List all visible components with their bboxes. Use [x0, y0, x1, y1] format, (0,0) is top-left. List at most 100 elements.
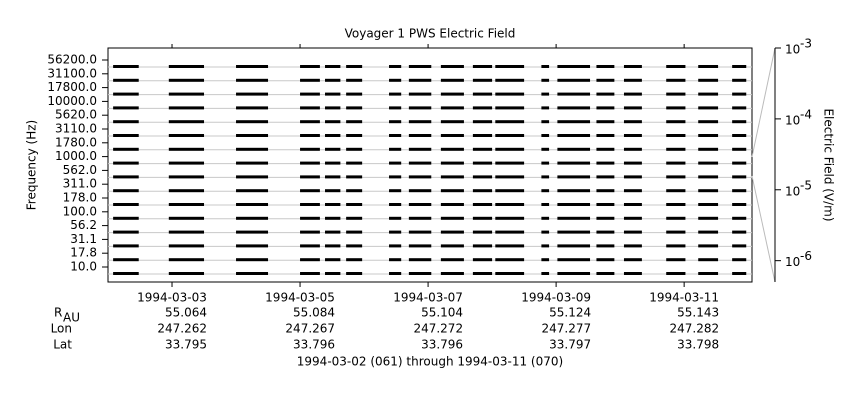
channel-trace [732, 216, 747, 220]
channel-trace [236, 189, 269, 193]
channel-trace [495, 106, 525, 110]
channel-trace [168, 189, 205, 193]
channel-trace [666, 272, 686, 275]
channel-label: 311.0 [63, 177, 97, 191]
channel-trace [495, 161, 525, 165]
channel-trace [113, 161, 139, 165]
ephemeris-label: Lon [51, 322, 72, 336]
channel-trace [325, 65, 341, 68]
channel-label: 10.0 [70, 260, 97, 274]
channel-trace [168, 258, 205, 262]
channel-label: 562.0 [63, 163, 97, 177]
channel-trace [541, 120, 550, 124]
channel-trace [623, 92, 642, 96]
channel-trace [623, 106, 642, 110]
channel-trace [557, 258, 591, 262]
channel-trace [472, 106, 493, 110]
channel-label: 17800.0 [47, 80, 97, 94]
channel-trace [541, 147, 550, 151]
channel-trace [557, 175, 591, 179]
channel-trace [389, 78, 402, 82]
channel-trace [596, 272, 615, 275]
channel-trace [596, 92, 615, 96]
channel-trace [346, 258, 363, 262]
channel-trace [408, 120, 432, 124]
channel-trace [389, 65, 402, 68]
channel-trace [440, 78, 464, 82]
channel-trace [495, 120, 525, 124]
channel-trace [623, 147, 642, 151]
channel-trace [440, 189, 464, 193]
channel-trace [300, 216, 320, 220]
channel-trace [472, 203, 493, 206]
channel-trace [113, 106, 139, 110]
channel-trace [346, 106, 363, 110]
footer: 1994-03-02 (061) through 1994-03-11 (070… [297, 355, 563, 369]
channel-trace [732, 244, 747, 248]
channel-trace [623, 189, 642, 193]
ephemeris-value: 33.798 [677, 338, 719, 352]
channel-trace [346, 134, 363, 137]
channel-trace [300, 120, 320, 124]
ephemeris-label: R [54, 306, 62, 320]
channel-trace [557, 272, 591, 275]
channel-trace [495, 147, 525, 151]
channel-trace [495, 92, 525, 96]
channel-trace [495, 78, 525, 82]
channel-trace [698, 92, 719, 96]
channel-trace [408, 175, 432, 179]
channel-trace [440, 203, 464, 206]
channel-label: 3110.0 [55, 122, 97, 136]
channel-trace [346, 161, 363, 165]
channel-trace [698, 134, 719, 137]
channel-trace [698, 189, 719, 193]
channel-trace [389, 106, 402, 110]
channel-trace [300, 175, 320, 179]
channel-trace [236, 147, 269, 151]
channel-trace [408, 92, 432, 96]
channel-trace [346, 189, 363, 193]
channel-trace [113, 230, 139, 234]
channel-trace [495, 230, 525, 234]
channel-trace [346, 120, 363, 124]
channel-label: 10000.0 [47, 94, 97, 108]
channel-trace [495, 134, 525, 137]
y2-tick-label: 10 [785, 113, 800, 127]
channel-trace [168, 203, 205, 206]
channel-trace [596, 189, 615, 193]
ephemeris-subscript: AU [63, 311, 80, 325]
channel-trace [698, 272, 719, 275]
x-tick-label: 1994-03-11 [649, 291, 719, 305]
channel-label: 31.1 [70, 232, 97, 246]
channel-trace [541, 161, 550, 165]
channel-trace [472, 65, 493, 68]
channel-trace [495, 189, 525, 193]
channel-trace [113, 175, 139, 179]
channel-trace [472, 258, 493, 262]
ephemeris-value: 33.796 [421, 338, 463, 352]
channel-trace [623, 65, 642, 68]
channel-trace [557, 161, 591, 165]
channel-trace [408, 258, 432, 262]
ephemeris-label: Lat [53, 338, 72, 352]
ephemeris-value: 55.124 [549, 306, 591, 320]
channel-trace [236, 92, 269, 96]
channel-trace [472, 120, 493, 124]
channel-trace [596, 258, 615, 262]
channel-trace [596, 65, 615, 68]
channel-trace [472, 272, 493, 275]
channel-trace [732, 203, 747, 206]
channel-trace [596, 244, 615, 248]
channel-trace [168, 175, 205, 179]
channel-trace [300, 147, 320, 151]
channel-label: 100.0 [63, 204, 97, 218]
channel-trace [732, 92, 747, 96]
channel-trace [666, 258, 686, 262]
channel-trace [408, 78, 432, 82]
channel-trace [732, 258, 747, 262]
channel-trace [300, 134, 320, 137]
channel-trace [325, 134, 341, 137]
channel-trace [732, 134, 747, 137]
channel-label: 1780.0 [55, 135, 97, 149]
y2-tick-exponent: -6 [800, 249, 812, 263]
